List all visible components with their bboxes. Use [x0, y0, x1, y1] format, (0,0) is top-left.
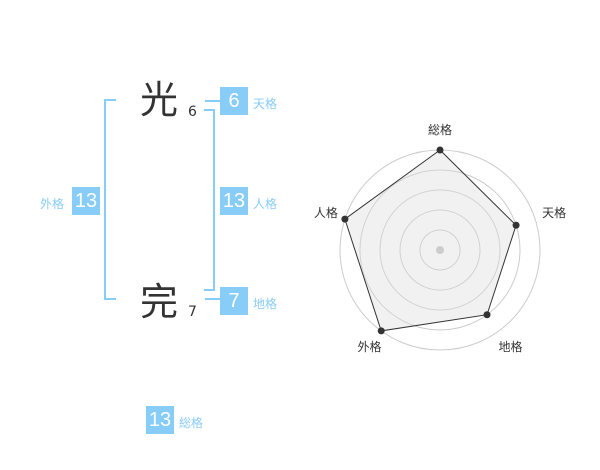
- stroke-count-1: 6: [188, 104, 197, 120]
- jinkaku-label: 人格: [253, 197, 278, 211]
- bracket-tick: [204, 109, 215, 111]
- stroke-count-2: 7: [188, 304, 197, 320]
- radar-ring: [359, 169, 521, 331]
- radar-axis-label: 人格: [314, 205, 338, 220]
- radar-axis-label: 天格: [542, 205, 566, 220]
- bracket-tick: [104, 99, 116, 101]
- gaikaku-bracket: [104, 99, 106, 300]
- radar-axis-label: 地格: [499, 339, 523, 354]
- radar-point: [341, 215, 349, 223]
- chikaku-value: 7: [220, 287, 248, 315]
- bracket-tick: [204, 289, 215, 291]
- radar-ring: [419, 229, 461, 271]
- soukaku-label: 総格: [179, 416, 204, 430]
- chikaku-connector: [205, 298, 220, 300]
- chikaku-label: 地格: [253, 297, 278, 311]
- soukaku-value: 13: [146, 406, 174, 434]
- radar-ring: [399, 209, 481, 291]
- gaikaku-value: 13: [72, 187, 100, 215]
- radar-point: [377, 327, 385, 335]
- tenkaku-connector: [205, 100, 220, 102]
- bracket-tick: [104, 298, 116, 300]
- radar-axis-label: 総格: [428, 122, 452, 137]
- radar-point: [436, 146, 444, 154]
- radar-point: [483, 311, 491, 319]
- name-char-1: 光: [140, 78, 179, 122]
- radar-center: [436, 246, 444, 254]
- jinkaku-bracket: [213, 109, 215, 291]
- radar-ring: [379, 189, 501, 311]
- radar-area: [344, 149, 517, 332]
- radar-point: [512, 221, 520, 229]
- tenkaku-value: 6: [220, 87, 248, 115]
- name-char-2: 完: [140, 280, 179, 324]
- gaikaku-label: 外格: [40, 197, 65, 211]
- radar-axis-label: 外格: [357, 339, 381, 354]
- tenkaku-label: 天格: [253, 97, 278, 111]
- jinkaku-value: 13: [220, 187, 248, 215]
